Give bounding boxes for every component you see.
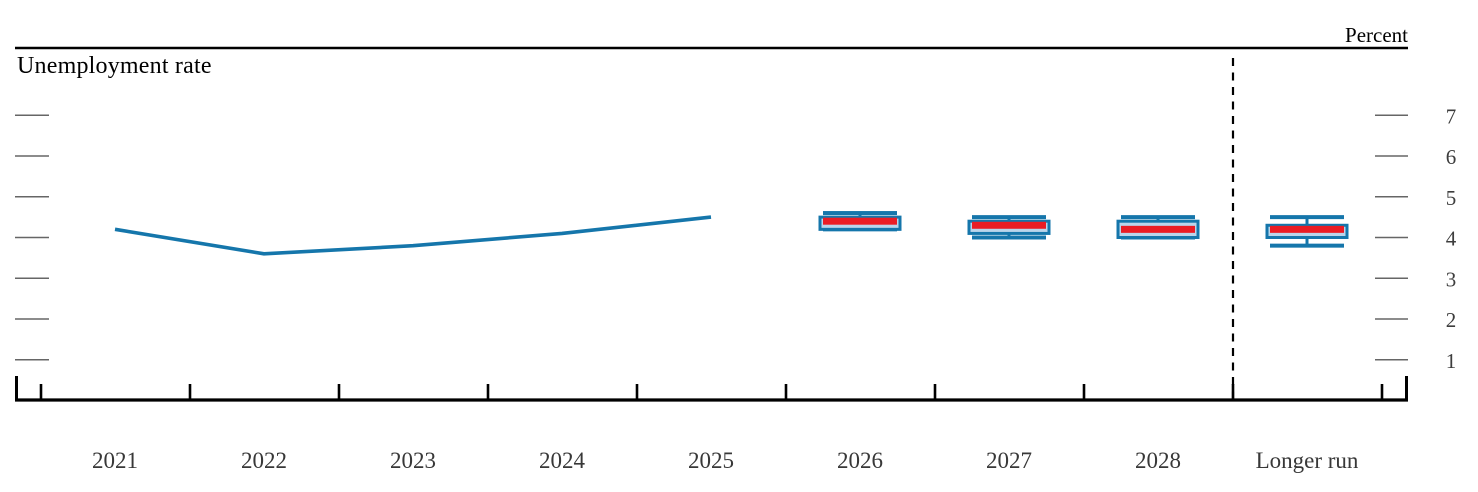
median-bar-2027 [972,221,1046,229]
y-tick-label-5: 5 [1446,186,1457,210]
range-top-cap-longer-run [1270,215,1344,220]
range-top-cap-2027 [972,215,1046,220]
range-bottom-cap-2027 [972,235,1046,240]
y-tick-label-3: 3 [1446,267,1457,291]
x-axis-label-2022: 2022 [241,448,287,473]
percent-unit-label: Percent [1345,23,1408,47]
median-bar-2026 [823,217,897,225]
x-axis-label-2024: 2024 [539,448,586,473]
x-axis-label-2025: 2025 [688,448,734,473]
x-axis-label-longer-run: Longer run [1256,448,1359,473]
history-line [114,215,712,256]
y-tick-label-4: 4 [1446,227,1457,251]
x-axis-label-2028: 2028 [1135,448,1181,473]
y-tick-label-6: 6 [1446,145,1457,169]
x-axis-label-2021: 2021 [92,448,138,473]
median-bar-2028 [1121,225,1195,233]
range-bottom-cap-longer-run [1270,243,1344,248]
y-tick-label-1: 1 [1446,349,1457,373]
range-top-cap-2026 [823,211,897,216]
y-tick-label-7: 7 [1446,104,1457,128]
x-axis-label-2026: 2026 [837,448,883,473]
x-axis-label-2023: 2023 [390,448,436,473]
x-axis-label-2027: 2027 [986,448,1032,473]
range-top-cap-2028 [1121,215,1195,220]
median-bar-longer-run [1270,225,1344,233]
y-tick-label-2: 2 [1446,308,1457,332]
chart-title: Unemployment rate [17,53,212,79]
